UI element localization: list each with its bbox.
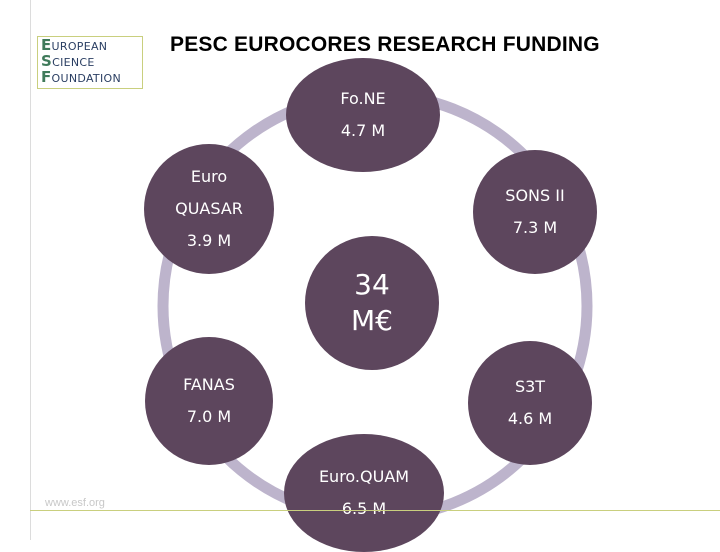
node-sons: SONS II 7.3 M xyxy=(473,150,597,274)
center-total-unit: M€ xyxy=(351,304,393,337)
node-s3t: S3T 4.6 M xyxy=(468,341,592,465)
logo-line-2: SCIENCE xyxy=(41,52,95,70)
logo-line-1: EUROPEAN xyxy=(41,36,108,54)
node-sons-value: 7.3 M xyxy=(512,218,558,237)
node-fanas-label: FANAS xyxy=(183,375,235,394)
node-fone: Fo.NE 4.7 M xyxy=(286,58,440,172)
footer-url: www.esf.org xyxy=(45,497,105,509)
node-sons-label: SONS II xyxy=(505,186,565,205)
node-euroquam-label: Euro.QUAM xyxy=(318,467,410,486)
node-euroquam: Euro.QUAM 6.5 M xyxy=(284,434,444,552)
node-s3t-value: 4.6 M xyxy=(507,409,553,428)
node-euroquasar-value: 3.9 M xyxy=(186,231,232,250)
node-fanas: FANAS 7.0 M xyxy=(145,337,273,465)
node-euroquasar: Euro QUASAR 3.9 M xyxy=(144,144,274,274)
node-euroquasar-label-1: Euro xyxy=(190,167,228,186)
page-title: PESC EUROCORES RESEARCH FUNDING xyxy=(170,33,600,56)
node-fone-value: 4.7 M xyxy=(340,121,386,140)
node-euroquasar-label-2: QUASAR xyxy=(175,199,243,218)
center-total-value: 34 xyxy=(354,268,390,301)
footer-rule xyxy=(30,510,720,511)
esf-logo: EUROPEAN SCIENCE FOUNDATION xyxy=(37,36,143,89)
node-s3t-label: S3T xyxy=(514,377,546,396)
left-border-line xyxy=(30,0,31,540)
logo-line-3: FOUNDATION xyxy=(41,68,121,86)
node-euroquam-value: 6.5 M xyxy=(341,499,387,518)
center-total-node: 34 M€ xyxy=(305,236,439,370)
node-fone-label: Fo.NE xyxy=(340,89,386,108)
node-fanas-value: 7.0 M xyxy=(186,407,232,426)
